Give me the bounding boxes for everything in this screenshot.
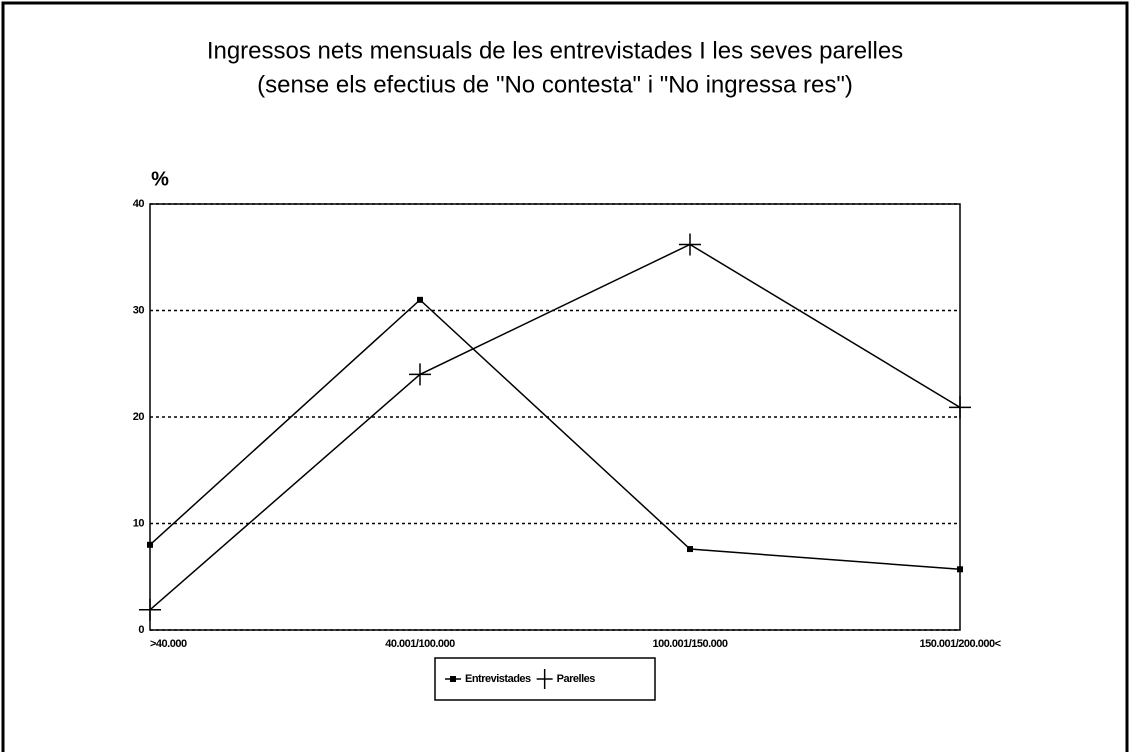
x-tick-label: >40.000	[150, 638, 187, 650]
legend-marker	[450, 676, 456, 682]
legend-label: Entrevistades	[465, 673, 531, 685]
y-tick-label: 10	[133, 517, 145, 529]
chart-title: Ingressos nets mensuals de les entrevist…	[207, 37, 903, 64]
point-marker	[409, 363, 431, 386]
x-tick-label: 150.001/200.000<	[919, 638, 1000, 650]
point-marker	[949, 396, 971, 419]
series-line	[149, 243, 961, 611]
point-marker	[687, 546, 693, 553]
point-marker	[417, 296, 423, 303]
point-marker	[679, 233, 701, 256]
y-axis-label: %	[151, 168, 169, 190]
chart-subtitle: (sense els efectius de "No contesta" i "…	[257, 71, 853, 98]
y-tick-label: 0	[138, 624, 144, 636]
y-tick-label: 40	[133, 198, 145, 210]
x-tick-label: 100.001/150.000	[652, 638, 727, 650]
series-line	[149, 298, 961, 571]
y-tick-label: 20	[133, 411, 145, 423]
y-tick-label: 30	[133, 304, 145, 316]
legend-label: Parelles	[557, 673, 596, 685]
point-marker	[147, 541, 153, 548]
point-marker	[139, 598, 161, 621]
point-marker	[957, 566, 963, 573]
x-tick-label: 40.001/100.000	[385, 638, 455, 650]
